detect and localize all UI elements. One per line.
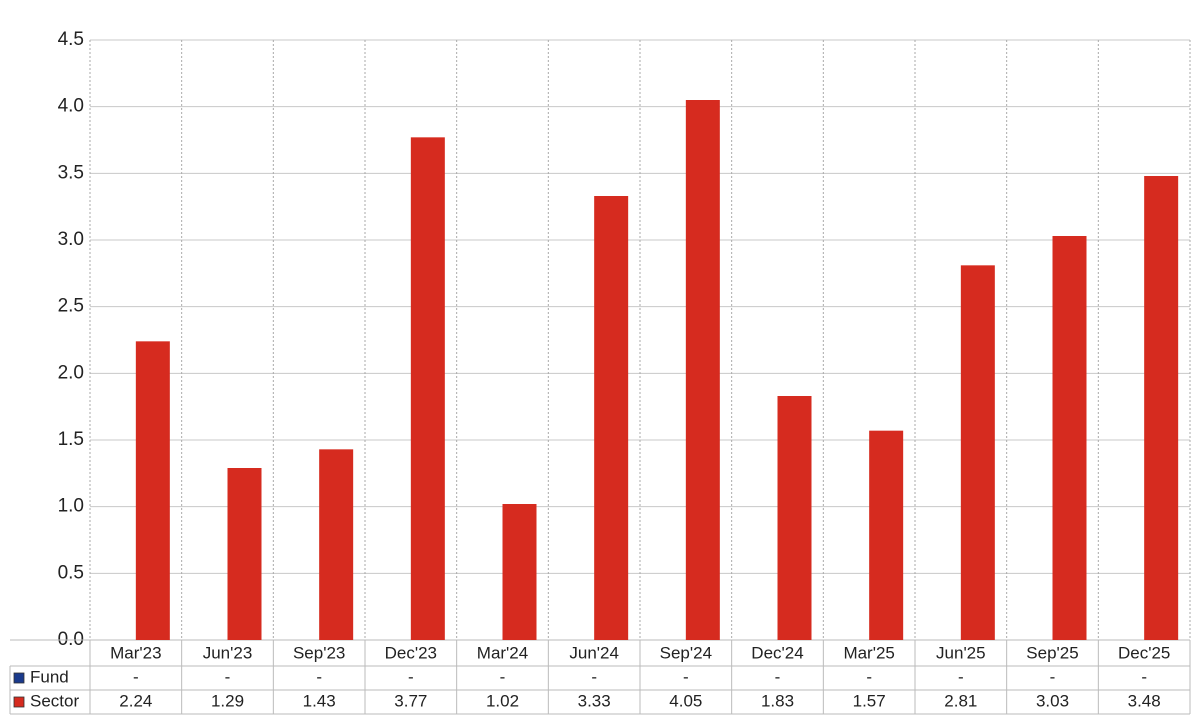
legend-swatch (13, 696, 25, 708)
table-cell: 2.24 (119, 691, 152, 710)
table-cell: 1.29 (211, 691, 244, 710)
bar (319, 449, 354, 640)
table-cell: - (133, 667, 139, 686)
bar (960, 265, 995, 640)
legend-label: Sector (30, 691, 79, 710)
table-cell: 3.03 (1036, 691, 1069, 710)
table-cell: 2.81 (944, 691, 977, 710)
x-tick-label: Mar'24 (477, 643, 528, 662)
bar (1144, 176, 1179, 640)
table-cell: 1.43 (303, 691, 336, 710)
table-cell: 1.02 (486, 691, 519, 710)
table-cell: - (1050, 667, 1056, 686)
table-cell: - (591, 667, 597, 686)
x-tick-label: Jun'24 (569, 643, 619, 662)
y-tick-label: 3.5 (58, 162, 84, 183)
table-cell: - (316, 667, 322, 686)
bar (777, 396, 812, 640)
x-tick-label: Dec'24 (751, 643, 803, 662)
table-cell: - (775, 667, 781, 686)
bar (685, 100, 720, 640)
bar (227, 468, 262, 640)
y-tick-label: 4.0 (58, 96, 84, 117)
y-tick-label: 2.0 (58, 362, 84, 383)
x-tick-label: Dec'25 (1118, 643, 1170, 662)
x-tick-label: Mar'25 (843, 643, 894, 662)
x-tick-label: Dec'23 (385, 643, 437, 662)
table-cell: - (225, 667, 231, 686)
bar (869, 430, 904, 640)
table-cell: 1.57 (853, 691, 886, 710)
bar (1052, 236, 1087, 640)
table-cell: 1.83 (761, 691, 794, 710)
y-tick-label: 1.0 (58, 496, 84, 517)
table-cell: 3.48 (1128, 691, 1161, 710)
table-cell: 4.05 (669, 691, 702, 710)
bar (502, 504, 537, 640)
y-tick-label: 4.5 (58, 29, 84, 50)
x-tick-label: Jun'23 (203, 643, 253, 662)
table-cell: - (683, 667, 689, 686)
bar (410, 137, 445, 641)
x-tick-label: Sep'24 (660, 643, 712, 662)
y-tick-label: 0.5 (58, 562, 84, 583)
bar (135, 341, 170, 640)
table-cell: 3.77 (394, 691, 427, 710)
legend-label: Fund (30, 667, 69, 686)
table-cell: - (408, 667, 414, 686)
x-tick-label: Sep'23 (293, 643, 345, 662)
x-tick-label: Mar'23 (110, 643, 161, 662)
legend-swatch (13, 672, 25, 684)
x-tick-label: Jun'25 (936, 643, 986, 662)
table-cell: - (866, 667, 872, 686)
table-cell: - (1141, 667, 1147, 686)
y-tick-label: 3.0 (58, 229, 84, 250)
table-cell: - (500, 667, 506, 686)
table-cell: - (958, 667, 964, 686)
table-cell: 3.33 (578, 691, 611, 710)
y-tick-label: 1.5 (58, 429, 84, 450)
bar (594, 196, 629, 640)
x-tick-label: Sep'25 (1026, 643, 1078, 662)
y-tick-label: 2.5 (58, 296, 84, 317)
